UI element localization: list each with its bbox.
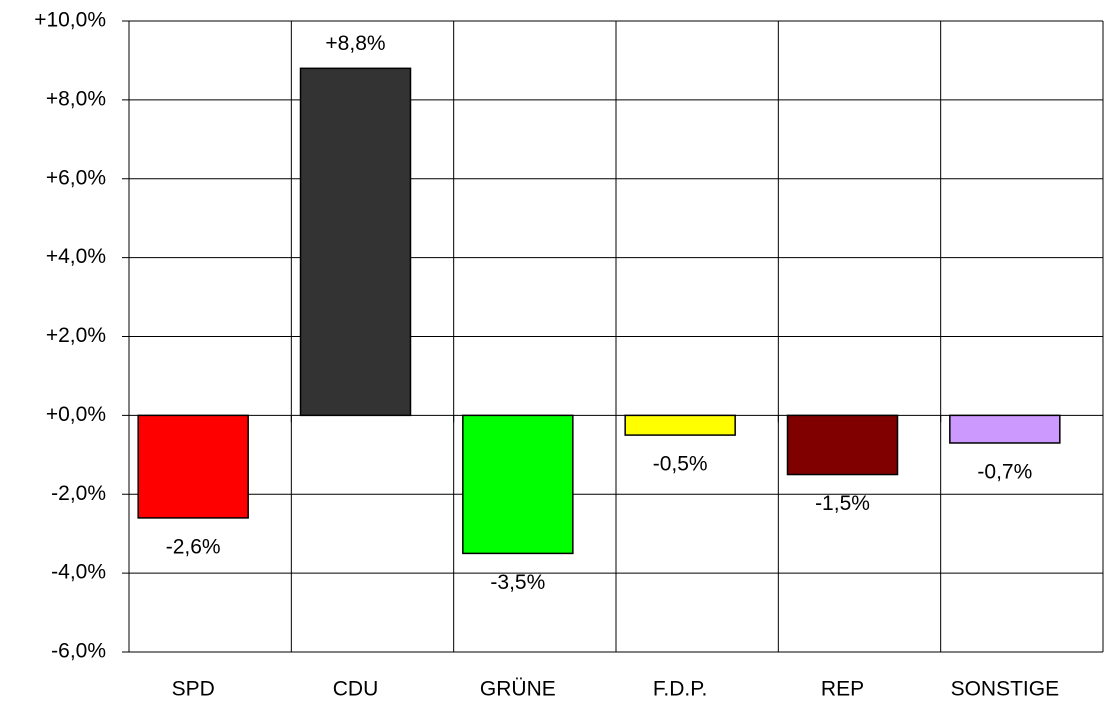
x-tick-label: REP	[821, 678, 864, 701]
value-label: -1,5%	[815, 492, 870, 515]
x-tick-label: CDU	[333, 678, 379, 701]
value-label: -3,5%	[490, 571, 545, 594]
bar	[624, 414, 736, 436]
bar	[786, 414, 899, 476]
x-tick-label: SONSTIGE	[951, 678, 1060, 701]
y-tick-label: +10,0%	[34, 9, 106, 32]
y-tick-label: +2,0%	[46, 324, 106, 347]
value-label: -0,5%	[653, 453, 708, 476]
bar	[299, 67, 412, 417]
y-tick-label: +0,0%	[46, 403, 106, 426]
x-tick-label: F.D.P.	[653, 678, 707, 701]
value-label: +8,8%	[325, 32, 385, 55]
y-tick-label: +4,0%	[46, 245, 106, 268]
y-tick-label: -4,0%	[51, 561, 106, 584]
value-label: -2,6%	[166, 535, 221, 558]
y-tick-label: -2,0%	[51, 482, 106, 505]
y-tick-label: +8,0%	[46, 87, 106, 110]
y-tick-label: +6,0%	[46, 166, 106, 189]
x-tick-label: SPD	[172, 678, 215, 701]
bar	[949, 414, 1061, 444]
bar	[462, 414, 574, 555]
y-tick-label: -6,0%	[51, 640, 106, 663]
x-tick-label: GRÜNE	[480, 678, 556, 701]
value-label: -0,7%	[977, 461, 1032, 484]
bar	[137, 414, 249, 519]
